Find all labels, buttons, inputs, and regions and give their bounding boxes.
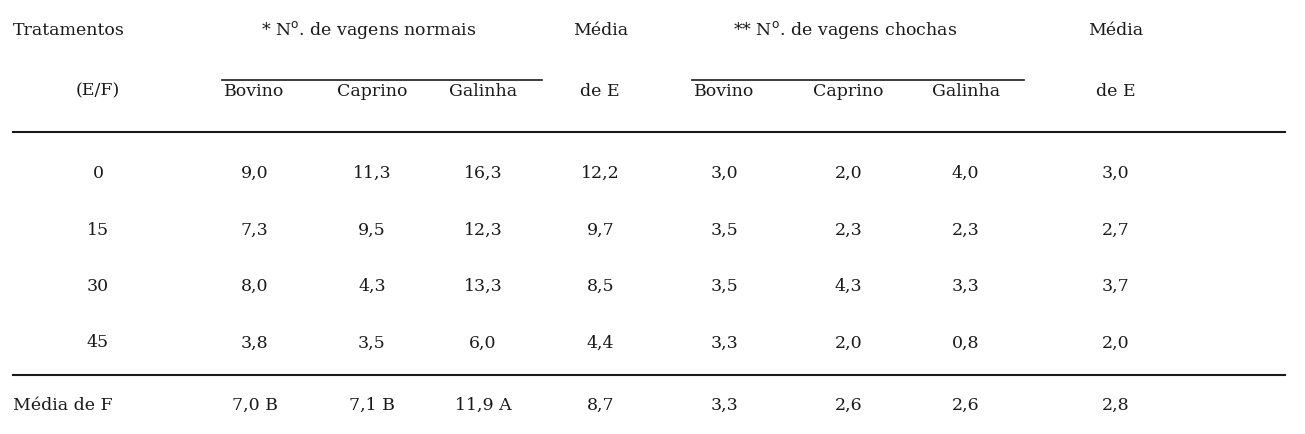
Text: 16,3: 16,3: [463, 165, 502, 182]
Text: 7,1 B: 7,1 B: [348, 397, 395, 414]
Text: * N$^\mathrm{o}$. de vagens normais: * N$^\mathrm{o}$. de vagens normais: [261, 20, 476, 41]
Text: 4,4: 4,4: [586, 334, 615, 352]
Text: 2,6: 2,6: [951, 397, 980, 414]
Text: Média: Média: [1088, 22, 1143, 39]
Text: Tratamentos: Tratamentos: [13, 22, 125, 39]
Text: 12,3: 12,3: [463, 221, 502, 239]
Text: de E: de E: [1096, 82, 1135, 100]
Text: 2,8: 2,8: [1101, 397, 1130, 414]
Text: 2,7: 2,7: [1101, 221, 1130, 239]
Text: Bovino: Bovino: [694, 82, 754, 100]
Text: 11,3: 11,3: [352, 165, 392, 182]
Text: 0,8: 0,8: [951, 334, 980, 352]
Text: 4,0: 4,0: [951, 165, 980, 182]
Text: 3,8: 3,8: [240, 334, 269, 352]
Text: Caprino: Caprino: [813, 82, 883, 100]
Text: 15: 15: [87, 221, 108, 239]
Text: 13,3: 13,3: [463, 278, 502, 295]
Text: 9,0: 9,0: [240, 165, 269, 182]
Text: 11,9 A: 11,9 A: [454, 397, 512, 414]
Text: 3,0: 3,0: [710, 165, 739, 182]
Text: 3,5: 3,5: [710, 221, 739, 239]
Text: 2,0: 2,0: [1101, 334, 1130, 352]
Text: 3,3: 3,3: [710, 397, 739, 414]
Text: 2,0: 2,0: [834, 165, 863, 182]
Text: 4,3: 4,3: [358, 278, 386, 295]
Text: 3,7: 3,7: [1101, 278, 1130, 295]
Text: 8,7: 8,7: [586, 397, 615, 414]
Text: 2,3: 2,3: [834, 221, 863, 239]
Text: 4,3: 4,3: [834, 278, 863, 295]
Text: 3,0: 3,0: [1101, 165, 1130, 182]
Text: 2,0: 2,0: [834, 334, 863, 352]
Text: 8,5: 8,5: [586, 278, 615, 295]
Text: Caprino: Caprino: [337, 82, 407, 100]
Text: 7,3: 7,3: [240, 221, 269, 239]
Text: 2,3: 2,3: [951, 221, 980, 239]
Text: 2,6: 2,6: [834, 397, 863, 414]
Text: (E/F): (E/F): [76, 82, 120, 100]
Text: Média: Média: [573, 22, 628, 39]
Text: 30: 30: [87, 278, 108, 295]
Text: ** N$^\mathrm{o}$. de vagens chochas: ** N$^\mathrm{o}$. de vagens chochas: [733, 20, 957, 41]
Text: Galinha: Galinha: [932, 82, 1000, 100]
Text: 6,0: 6,0: [468, 334, 497, 352]
Text: 3,5: 3,5: [358, 334, 386, 352]
Text: 9,7: 9,7: [586, 221, 615, 239]
Text: 3,5: 3,5: [710, 278, 739, 295]
Text: de E: de E: [581, 82, 620, 100]
Text: 45: 45: [87, 334, 108, 352]
Text: 8,0: 8,0: [240, 278, 269, 295]
Text: 3,3: 3,3: [710, 334, 739, 352]
Text: 3,3: 3,3: [951, 278, 980, 295]
Text: Média de F: Média de F: [13, 397, 112, 414]
Text: 12,2: 12,2: [581, 165, 620, 182]
Text: 0: 0: [93, 165, 103, 182]
Text: Bovino: Bovino: [224, 82, 284, 100]
Text: 7,0 B: 7,0 B: [231, 397, 278, 414]
Text: Galinha: Galinha: [449, 82, 517, 100]
Text: 9,5: 9,5: [358, 221, 386, 239]
